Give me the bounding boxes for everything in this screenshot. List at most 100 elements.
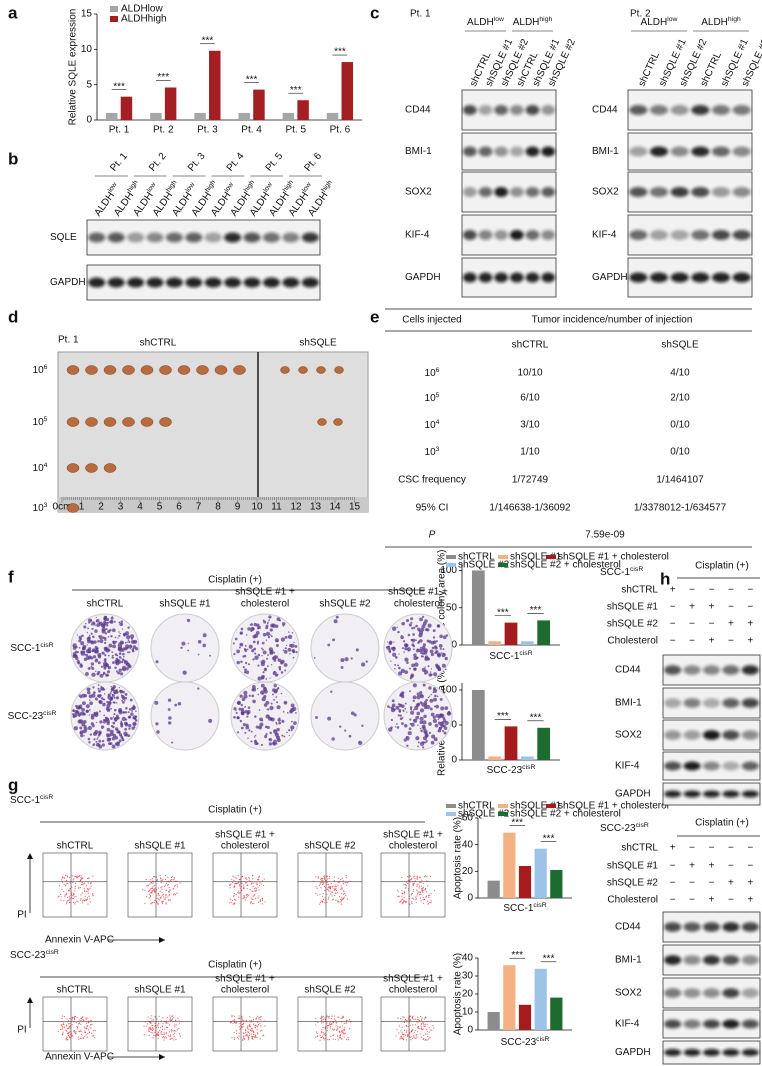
blot-band: [711, 187, 731, 197]
flow-event: [430, 901, 432, 904]
flow-event: [341, 888, 343, 890]
flow-event: [238, 896, 240, 898]
flow-event: [315, 1024, 317, 1026]
flow-event: [166, 1037, 168, 1039]
flow-event: [63, 890, 65, 893]
flow-event: [69, 1031, 71, 1033]
colony: [244, 668, 247, 672]
blot-band: [683, 922, 701, 932]
flow-event: [253, 1033, 255, 1036]
flow-event: [412, 882, 414, 884]
tumor: [85, 417, 98, 427]
flow-event: [73, 1030, 76, 1032]
row-label: SCC-23cisR: [8, 710, 57, 722]
colony: [92, 635, 95, 639]
flow-event: [90, 1024, 92, 1026]
column-label: cholesterol: [394, 599, 442, 610]
flow-event: [85, 1034, 87, 1036]
blot-band: [462, 230, 477, 240]
flow-event: [244, 877, 246, 880]
cell-line-label-base: SCC-1: [600, 567, 630, 578]
flow-event: [245, 881, 247, 883]
flow-event: [62, 1023, 64, 1026]
flow-event: [86, 1026, 88, 1028]
colony: [267, 708, 270, 711]
flow-event: [321, 900, 323, 903]
colony: [85, 653, 89, 657]
blot-band: [664, 790, 682, 798]
flow-event: [92, 895, 94, 897]
colony: [390, 718, 394, 722]
colony: [74, 709, 79, 714]
blot-band: [702, 698, 721, 708]
flow-event: [178, 1033, 181, 1035]
flow-event: [174, 894, 177, 896]
blot-row-label: BMI-1: [615, 698, 642, 709]
flow-plot: [127, 852, 193, 918]
colony: [269, 617, 271, 619]
flow-event: [412, 1029, 414, 1031]
blot-band: [683, 955, 701, 965]
blot-band: [722, 761, 740, 771]
flow-event: [416, 1033, 418, 1036]
bar: [504, 726, 518, 760]
condition-sign: −: [670, 636, 676, 647]
colony: [390, 647, 393, 650]
column-label: cholesterol: [241, 599, 289, 610]
flow-event: [420, 1036, 422, 1038]
flow-event: [163, 1033, 165, 1035]
blot-row-label: GAPDH: [50, 277, 86, 288]
colony: [111, 736, 116, 741]
blot-band: [649, 187, 669, 197]
colony: [398, 653, 400, 655]
flow-event: [254, 890, 256, 892]
colony: [88, 634, 91, 637]
flow-event: [409, 879, 412, 881]
flow-event: [159, 894, 161, 896]
colony: [442, 648, 445, 651]
flow-event: [65, 903, 67, 905]
colony: [261, 647, 263, 650]
legend-label: shSQLE #1 + cholesterol: [558, 801, 669, 812]
flow-event: [71, 886, 73, 888]
blot-band: [541, 272, 556, 283]
colony: [431, 734, 436, 739]
flow-event: [411, 1037, 414, 1040]
flow-event: [233, 879, 235, 882]
flow-event: [61, 879, 63, 881]
colony: [167, 721, 172, 725]
flow-event: [146, 1023, 149, 1025]
flow-event: [343, 1036, 345, 1038]
flow-event: [409, 1015, 411, 1017]
flow-event: [152, 1024, 154, 1026]
table-cell: 103: [425, 446, 440, 458]
flow-event: [398, 1032, 400, 1034]
flow-event: [79, 1037, 81, 1039]
flow-event: [414, 878, 416, 880]
flow-event: [69, 1027, 71, 1029]
condition-sign: −: [670, 861, 676, 872]
condition-sign: +: [709, 636, 715, 647]
flow-event: [158, 899, 160, 901]
panel-label: h: [660, 569, 670, 588]
flow-event: [343, 1022, 345, 1024]
flow-event: [421, 881, 423, 883]
colony: [86, 656, 90, 661]
colony: [103, 672, 105, 674]
colony: [75, 656, 79, 661]
colony: [261, 641, 265, 645]
condition-sign: +: [747, 636, 753, 647]
blot-band: [664, 922, 682, 932]
flow-event: [407, 1025, 409, 1028]
flow-event: [168, 886, 170, 888]
flow-event: [412, 883, 414, 885]
flow-event: [58, 885, 61, 887]
flow-event: [173, 877, 175, 879]
colony: [114, 666, 117, 670]
flow-event: [422, 1022, 424, 1024]
flow-event: [89, 882, 91, 885]
flow-event: [86, 1017, 88, 1019]
flow-event: [243, 1036, 245, 1038]
flow-event: [342, 893, 345, 895]
